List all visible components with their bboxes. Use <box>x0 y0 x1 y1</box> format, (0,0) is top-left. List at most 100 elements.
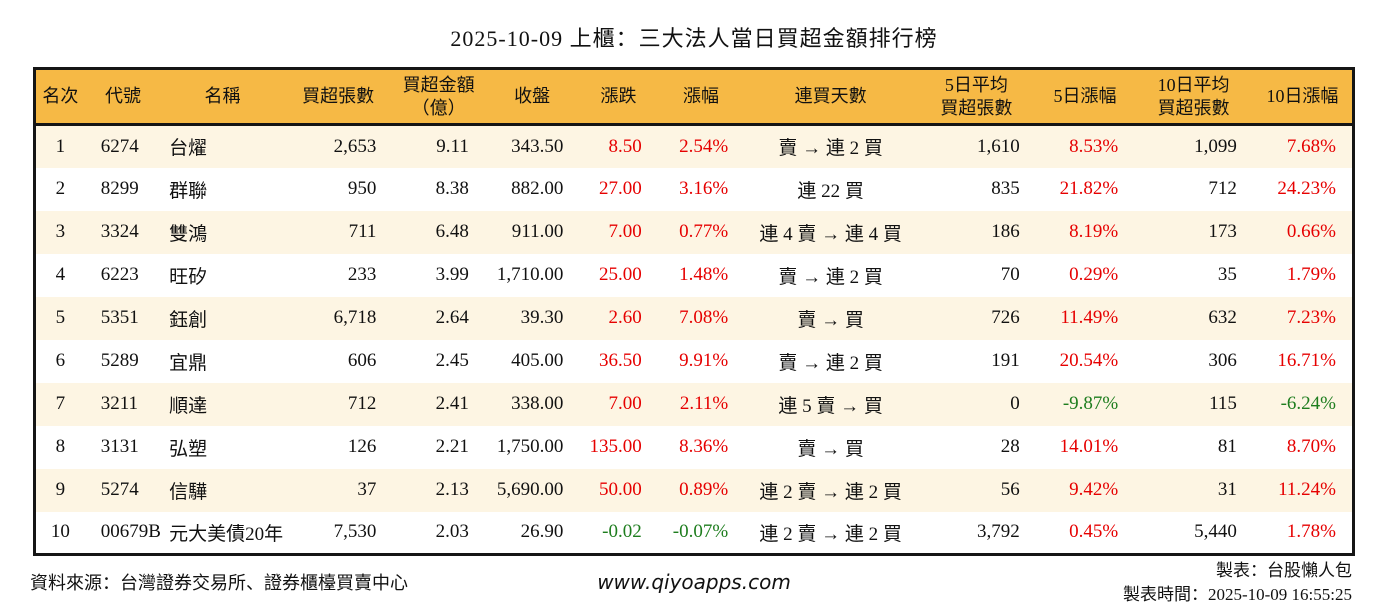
cell-avg10: 31 <box>1217 479 1237 500</box>
cell-shares: 2,653 <box>333 135 377 157</box>
cell-code: 3131 <box>100 436 139 457</box>
cell-close: 911.00 <box>511 221 564 242</box>
cell-pct10: 16.71% <box>1277 350 1336 371</box>
cell-avg10: 5,440 <box>1194 521 1237 543</box>
cell-avg10: 306 <box>1208 350 1237 371</box>
cell-streak: 連 4 賣 → 連 4 買 <box>759 223 902 245</box>
page-title: 2025-10-09 上櫃：三大法人當日買超金額排行榜 <box>450 26 938 51</box>
table-row: 5 5351 鈺創 6,718 2.64 39.30 2.60 7.08% 賣 → 買 726 11… <box>34 296 1354 340</box>
cell-rank: 5 <box>55 307 66 328</box>
cell-rank: 7 <box>55 393 66 414</box>
col-header-line: 買超金額 <box>402 75 475 95</box>
cell-amount: 3.99 <box>435 264 469 285</box>
cell-change: 2.60 <box>608 307 642 328</box>
col-header-avg5: 5日平均 買超張數 <box>917 68 1036 126</box>
cell-pct5: 0.29% <box>1069 264 1119 285</box>
cell-amount: 9.11 <box>436 135 469 157</box>
col-header-close: 收盤 <box>484 68 580 126</box>
cell-close: 26.90 <box>520 521 564 543</box>
cell-avg5: 3,792 <box>976 521 1020 543</box>
cell-avg10: 1,099 <box>1194 135 1237 157</box>
cell-rank: 2 <box>55 178 66 199</box>
cell-avg10: 35 <box>1217 264 1237 285</box>
cell-pct5: 0.45% <box>1069 521 1119 543</box>
cell-shares: 6,718 <box>333 307 377 328</box>
table-row: 2 8299 群聯 950 8.38 882.00 27.00 3.16% 連 22 買 835 2… <box>35 168 1354 211</box>
cell-pct10: 24.23% <box>1277 178 1336 199</box>
cell-rank: 10 <box>50 521 70 543</box>
website-url: www.qiyoapps.com <box>597 570 791 594</box>
cell-close: 405.00 <box>511 350 564 371</box>
col-header-amount: 買超金額 （億） <box>392 68 485 126</box>
cell-change_pct: -0.07% <box>672 521 729 543</box>
header-row: 名次 代號 名稱 買超張數 買超金額 （億） 收盤 漲跌 漲幅 連買天數 5日平均… <box>34 68 1354 126</box>
cell-rank: 6 <box>55 350 66 371</box>
table-row: 4 6223 旺矽 233 3.99 1,710.00 25.00 1.48% 賣 → 連 2 … <box>35 254 1354 297</box>
cell-code: 6223 <box>100 264 139 285</box>
cell-close: 1,710.00 <box>496 264 564 285</box>
cell-name: 順達 <box>169 395 208 417</box>
col-header-streak: 連買天數 <box>744 68 918 126</box>
cell-streak: 賣 → 連 2 買 <box>778 138 883 160</box>
cell-streak: 賣 → 買 <box>797 309 864 331</box>
cell-avg5: 70 <box>1000 264 1020 285</box>
cell-code: 8299 <box>100 178 139 199</box>
cell-change: 7.00 <box>608 393 642 414</box>
cell-change_pct: 2.54% <box>679 135 729 157</box>
cell-rank: 8 <box>55 436 66 457</box>
cell-close: 5,690.00 <box>496 479 564 500</box>
cell-code: 5289 <box>100 350 139 371</box>
cell-shares: 711 <box>348 221 377 242</box>
cell-change_pct: 3.16% <box>679 178 729 199</box>
cell-avg10: 115 <box>1209 393 1237 414</box>
cell-rank: 9 <box>55 479 66 500</box>
cell-pct10: 11.24% <box>1278 479 1336 500</box>
cell-avg10: 712 <box>1208 178 1237 199</box>
cell-avg5: 1,610 <box>976 135 1020 157</box>
cell-avg5: 835 <box>991 178 1020 199</box>
cell-avg5: 56 <box>1000 479 1020 500</box>
ranking-table: 名次 代號 名稱 買超張數 買超金額 （億） 收盤 漲跌 漲幅 連買天數 5日平均… <box>33 67 1355 556</box>
data-source: 資料來源：台灣證券交易所、證券櫃檯買賣中心 <box>30 573 408 593</box>
cell-streak: 賣 → 買 <box>797 438 864 460</box>
cell-avg10: 632 <box>1208 307 1237 328</box>
maker-info: 製表：台股懶人包 製表時間：2025-10-09 16:55:25 <box>1123 559 1352 608</box>
cell-pct5: 8.19% <box>1069 221 1119 242</box>
col-header-line: 名次 <box>42 86 79 107</box>
cell-pct5: 20.54% <box>1059 350 1119 371</box>
cell-avg5: 186 <box>991 221 1020 242</box>
cell-change_pct: 1.48% <box>679 264 729 285</box>
cell-change: 8.50 <box>608 135 642 157</box>
cell-change_pct: 0.77% <box>679 221 729 242</box>
table-header: 名次 代號 名稱 買超張數 買超金額 （億） 收盤 漲跌 漲幅 連買天數 5日平均… <box>34 68 1354 126</box>
col-header-line: 買超張數 <box>1157 97 1230 118</box>
cell-rank: 1 <box>55 135 66 157</box>
cell-change: 27.00 <box>599 178 642 199</box>
cell-change: 25.00 <box>599 264 642 285</box>
col-header-line: 5日平均 <box>944 75 1008 95</box>
cell-name: 群聯 <box>169 180 208 202</box>
cell-shares: 712 <box>347 393 377 414</box>
cell-pct10: 0.66% <box>1286 221 1336 242</box>
cell-streak: 連 2 賣 → 連 2 買 <box>759 481 902 503</box>
cell-amount: 8.38 <box>435 178 469 199</box>
col-header-line: 5日漲幅 <box>1053 86 1117 107</box>
cell-pct10: -6.24% <box>1280 393 1336 414</box>
cell-avg5: 191 <box>991 350 1020 371</box>
cell-name: 鈺創 <box>169 309 208 331</box>
cell-name: 弘塑 <box>169 438 208 460</box>
cell-close: 343.50 <box>511 135 564 157</box>
cell-rank: 4 <box>55 264 66 285</box>
cell-name: 雙鴻 <box>169 223 208 245</box>
cell-amount: 2.64 <box>435 307 469 328</box>
cell-pct10: 8.70% <box>1286 436 1336 457</box>
cell-change: 50.00 <box>599 479 642 500</box>
cell-amount: 2.41 <box>435 393 469 414</box>
cell-code: 3211 <box>100 393 139 414</box>
cell-shares: 233 <box>347 264 377 285</box>
cell-avg10: 173 <box>1208 221 1237 242</box>
cell-shares: 7,530 <box>333 521 377 543</box>
cell-code: 6274 <box>100 135 139 157</box>
cell-code: 5351 <box>100 307 139 328</box>
